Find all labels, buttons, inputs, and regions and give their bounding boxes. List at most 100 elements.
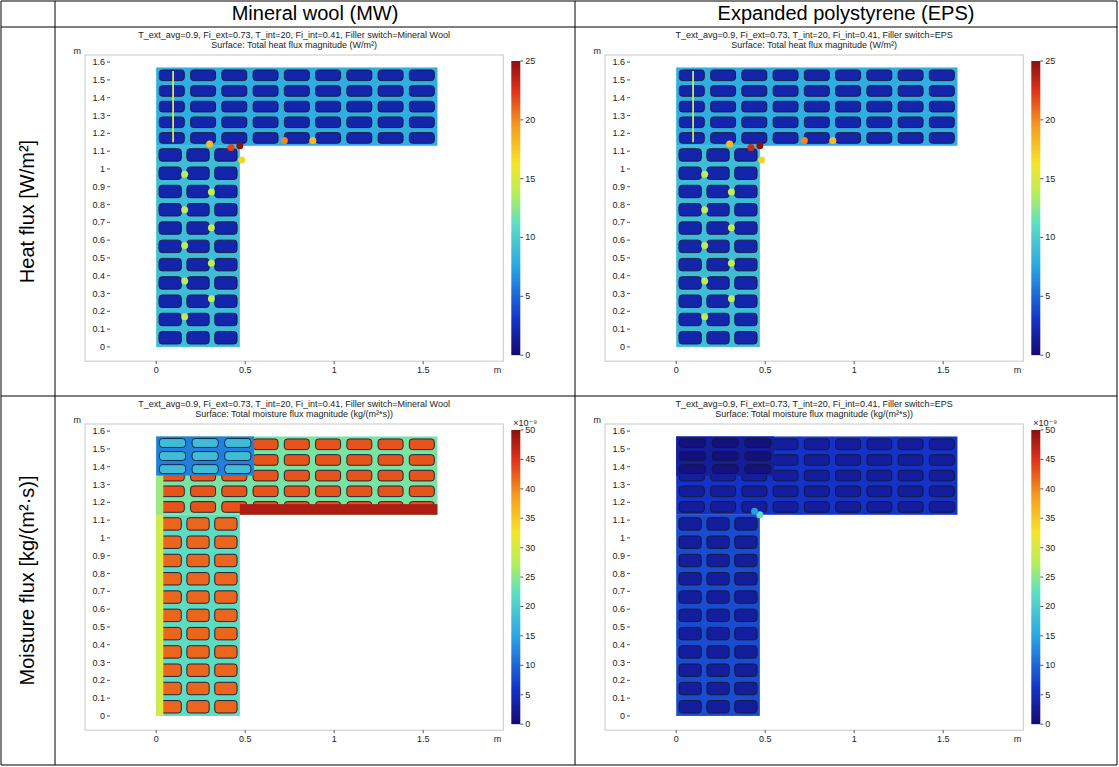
cavity [409,86,434,97]
y-tick-label: 1.2 [612,497,625,507]
cavity [187,222,209,234]
cavity [215,167,237,179]
cavity [222,133,247,144]
cavity [378,86,403,97]
cavity [745,465,771,474]
cavity [735,664,757,676]
spot [309,137,316,144]
column-head: Expanded polystyrene (EPS) [718,2,975,24]
y-tick-label: 0 [620,711,625,721]
cavity [867,86,892,97]
cavity [898,470,923,481]
spot [181,171,188,178]
table: Mineral wool (MW)Expanded polystyrene (E… [1,1,1117,765]
cavity [929,502,954,513]
cavity [409,455,434,466]
y-tick [107,555,110,556]
cavity [187,573,209,585]
cavity [347,439,372,450]
cavity [836,133,861,144]
colorbar-tick-label: 0 [1045,350,1050,360]
y-axis-label: m [74,415,82,425]
cavity [929,86,954,97]
cavity [679,627,701,639]
cavity [347,117,372,128]
y-tick-label: 0.4 [92,640,105,650]
y-tick [627,502,630,503]
cavity [284,133,309,144]
y-axis-label: m [74,46,82,56]
cavity [679,101,704,112]
cavity [898,101,923,112]
cavity [187,149,209,161]
x-tick [943,730,944,733]
cavity [735,204,757,216]
y-tick [107,204,110,205]
cavity [347,133,372,144]
cavity [215,646,237,658]
cavity [187,627,209,639]
x-axis-label: m [1014,365,1022,375]
colorbar-tick [520,237,523,238]
colorbar-tick-label: 15 [1045,631,1055,641]
y-tick [627,609,630,610]
colorbar: 0510152025 [1031,56,1055,360]
cavity [215,536,237,548]
table-rule [1,765,1117,766]
cavity [284,101,309,112]
colorbar-tick [520,119,523,120]
y-tick-label: 1 [620,533,625,543]
colorbar-scale [1031,430,1040,724]
y-tick [107,97,110,98]
x-tick [245,730,246,733]
colorbar-tick [1040,488,1043,489]
table-rule [1,1,2,765]
cavity [867,70,892,81]
cavity [253,470,278,481]
cavity [773,133,798,144]
cavity [409,117,434,128]
cavity [707,609,729,621]
y-tick-label: 1.5 [612,444,625,454]
cavity [215,258,237,270]
cavity [836,470,861,481]
panel: T_ext_avg=0.9, Fi_ext=0.73, T_int=20, Fi… [594,30,1056,375]
cavity [735,185,757,197]
cavity [215,185,237,197]
y-tick-label: 0.4 [612,271,625,281]
cavity [284,486,309,497]
spot [758,157,765,164]
cell [156,515,163,716]
y-tick-label: 0.1 [612,693,625,703]
cavity [707,167,729,179]
y-tick-label: 1.1 [92,146,105,156]
y-tick-label: 0.2 [92,306,105,316]
cavity [316,70,341,81]
y-tick [107,329,110,330]
y-tick [107,644,110,645]
cavity [707,240,729,252]
y-tick [627,62,630,63]
colorbar-tick-label: 30 [1045,543,1055,553]
y-tick-label: 0.7 [612,586,625,596]
cavity [215,518,237,530]
y-tick [627,715,630,716]
cavity [745,452,771,461]
cavity [707,554,729,566]
colorbar-tick-label: 25 [525,572,535,582]
y-tick [107,275,110,276]
colorbar-tick [1040,178,1043,179]
colorbar-tick [520,606,523,607]
cavity [707,204,729,216]
colorbar-tick-label: 20 [525,115,535,125]
panel-subtitle: Surface: Total heat flux magnitude (W/m²… [211,40,377,50]
cavity [742,133,767,144]
y-tick [107,520,110,521]
y-tick [107,537,110,538]
cavity [159,452,185,461]
table-rule [1,27,1117,28]
cavity [707,149,729,161]
colorbar-tick [1040,237,1043,238]
field [676,67,957,346]
cavity [159,70,184,81]
